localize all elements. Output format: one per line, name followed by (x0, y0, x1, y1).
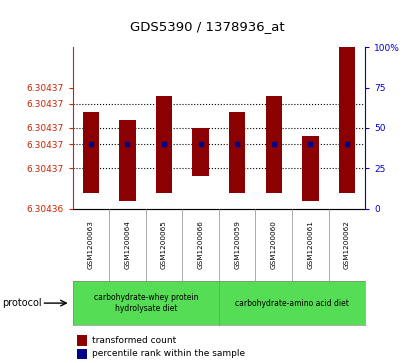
Bar (266, 95, 282, 192)
Bar (339, 47, 355, 192)
Bar (156, 95, 172, 192)
Bar (302, 136, 319, 201)
Bar (229, 112, 245, 192)
Bar (119, 120, 136, 201)
Text: GSM1200066: GSM1200066 (198, 221, 204, 269)
Text: GDS5390 / 1378936_at: GDS5390 / 1378936_at (130, 20, 285, 33)
Text: percentile rank within the sample: percentile rank within the sample (92, 350, 245, 358)
Text: transformed count: transformed count (92, 336, 176, 345)
Text: GSM1200065: GSM1200065 (161, 221, 167, 269)
Text: GSM1200061: GSM1200061 (308, 221, 313, 269)
Bar (83, 112, 99, 192)
Text: protocol: protocol (2, 298, 42, 308)
Text: GSM1200062: GSM1200062 (344, 221, 350, 269)
Text: GSM1200064: GSM1200064 (124, 221, 130, 269)
Text: carbohydrate-amino acid diet: carbohydrate-amino acid diet (235, 299, 349, 307)
Bar (193, 128, 209, 176)
Text: GSM1200060: GSM1200060 (271, 221, 277, 269)
Text: carbohydrate-whey protein
hydrolysate diet: carbohydrate-whey protein hydrolysate di… (93, 293, 198, 313)
Text: GSM1200059: GSM1200059 (234, 221, 240, 269)
Text: GSM1200063: GSM1200063 (88, 221, 94, 269)
